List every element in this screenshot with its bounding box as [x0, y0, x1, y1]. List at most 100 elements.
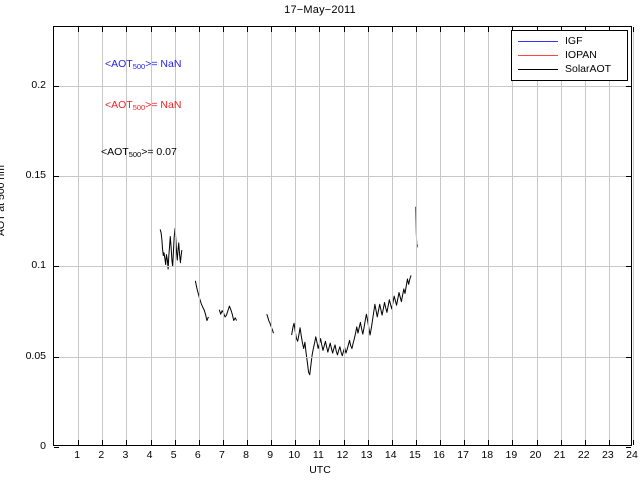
x-tick-top — [391, 27, 393, 32]
gridline-vertical — [102, 27, 104, 445]
gridline-vertical — [512, 27, 514, 445]
x-tick-label: 8 — [243, 449, 249, 461]
x-tick-label: 17 — [457, 449, 469, 461]
x-tick-top — [536, 27, 538, 32]
x-tick-bottom — [295, 440, 297, 445]
x-tick-label: 5 — [170, 449, 177, 461]
gridline-horizontal — [54, 266, 631, 268]
series-path-solaraot — [194, 280, 209, 322]
gridline-vertical — [464, 27, 466, 445]
gridline-vertical — [488, 27, 490, 445]
x-tick-top — [464, 27, 466, 32]
x-tick-label: 10 — [288, 449, 301, 461]
y-tick-left — [54, 266, 59, 268]
x-tick-label: 23 — [602, 449, 614, 461]
x-tick-top — [222, 27, 224, 32]
gridline-vertical — [391, 27, 393, 445]
y-tick-left — [54, 176, 59, 178]
x-tick-bottom — [343, 440, 345, 445]
x-tick-bottom — [150, 440, 152, 445]
x-tick-label: 2 — [98, 449, 105, 461]
gridline-vertical — [222, 27, 224, 445]
x-tick-label: 21 — [553, 449, 566, 461]
gridline-vertical — [440, 27, 441, 445]
x-tick-bottom — [464, 440, 466, 445]
y-tick-right — [626, 447, 631, 448]
gridline-vertical — [633, 27, 634, 445]
gridline-vertical — [126, 27, 128, 445]
x-tick-bottom — [512, 440, 514, 445]
gridline-vertical — [295, 27, 297, 445]
x-tick-bottom — [391, 440, 393, 445]
annotation-mean-aot-0: <AOT500>= NaN — [105, 58, 182, 72]
y-tick-label: 0.05 — [25, 349, 46, 362]
x-tick-bottom — [271, 440, 273, 445]
chart-title: 17−May−2011 — [284, 4, 356, 16]
x-tick-label: 4 — [146, 449, 153, 461]
series-path-solaraot — [159, 227, 183, 270]
y-tick-right — [626, 85, 631, 87]
x-tick-label: 7 — [218, 449, 225, 461]
x-tick-top — [319, 27, 321, 32]
gridline-vertical — [584, 27, 586, 445]
legend-label-igf: IGF — [565, 34, 583, 47]
x-tick-top — [271, 27, 273, 32]
legend-swatch-igf — [518, 40, 558, 42]
legend-item-igf: IGF — [512, 34, 627, 48]
gridline-vertical — [198, 27, 200, 445]
y-tick-label: 0.15 — [25, 169, 46, 182]
x-tick-bottom — [440, 440, 441, 445]
x-tick-top — [198, 27, 200, 32]
x-tick-bottom — [174, 440, 176, 445]
gridline-horizontal — [54, 356, 631, 358]
x-tick-top — [247, 27, 248, 32]
x-tick-top — [608, 27, 610, 32]
y-tick-left — [54, 356, 59, 358]
x-tick-top — [174, 27, 176, 32]
x-tick-bottom — [367, 440, 369, 445]
gridline-horizontal — [54, 85, 631, 87]
x-tick-label: 14 — [384, 449, 397, 461]
x-tick-top — [126, 27, 128, 32]
gridline-vertical — [319, 27, 321, 445]
x-tick-bottom — [560, 440, 562, 445]
series-path-solaraot — [291, 275, 412, 376]
x-tick-bottom — [488, 440, 490, 445]
x-tick-label: 15 — [409, 449, 421, 461]
x-tick-bottom — [608, 440, 610, 445]
x-tick-top — [295, 27, 297, 32]
legend-label-iopan: IOPAN — [565, 48, 597, 61]
x-tick-label: 12 — [336, 449, 349, 461]
legend-swatch-iopan — [518, 54, 558, 56]
legend-item-iopan: IOPAN — [512, 48, 627, 62]
y-axis-title: AOT at 500 nm — [0, 164, 7, 236]
y-tick-label: 0.2 — [31, 78, 46, 91]
x-tick-top — [415, 27, 417, 32]
x-tick-top — [512, 27, 514, 32]
x-tick-label: 13 — [360, 449, 373, 461]
x-tick-bottom — [584, 440, 586, 445]
x-tick-label: 3 — [122, 449, 129, 461]
gridline-vertical — [174, 27, 176, 445]
x-tick-top — [584, 27, 586, 32]
gridline-vertical — [150, 27, 152, 445]
x-tick-label: 16 — [433, 449, 445, 461]
legend-label-solaraot: SolarAOT — [565, 62, 612, 75]
x-tick-label: 11 — [312, 449, 324, 461]
x-tick-label: 18 — [481, 449, 494, 461]
gridline-vertical — [608, 27, 610, 445]
gridline-vertical — [536, 27, 538, 445]
gridline-vertical — [367, 27, 369, 445]
x-tick-label: 9 — [267, 449, 274, 461]
legend-swatch-solaraot — [518, 68, 558, 70]
x-tick-top — [102, 27, 104, 32]
legend: IGF IOPAN SolarAOT — [511, 30, 628, 81]
annotation-mean-aot-2: <AOT500>= 0.07 — [101, 146, 177, 160]
x-tick-top — [488, 27, 490, 32]
plot-area — [53, 26, 634, 448]
annotation-mean-aot-1: <AOT500>= NaN — [105, 99, 182, 113]
x-tick-top — [367, 27, 369, 32]
series-path-solaraot — [266, 314, 275, 334]
y-tick-left — [54, 447, 59, 448]
x-tick-top — [633, 27, 634, 32]
